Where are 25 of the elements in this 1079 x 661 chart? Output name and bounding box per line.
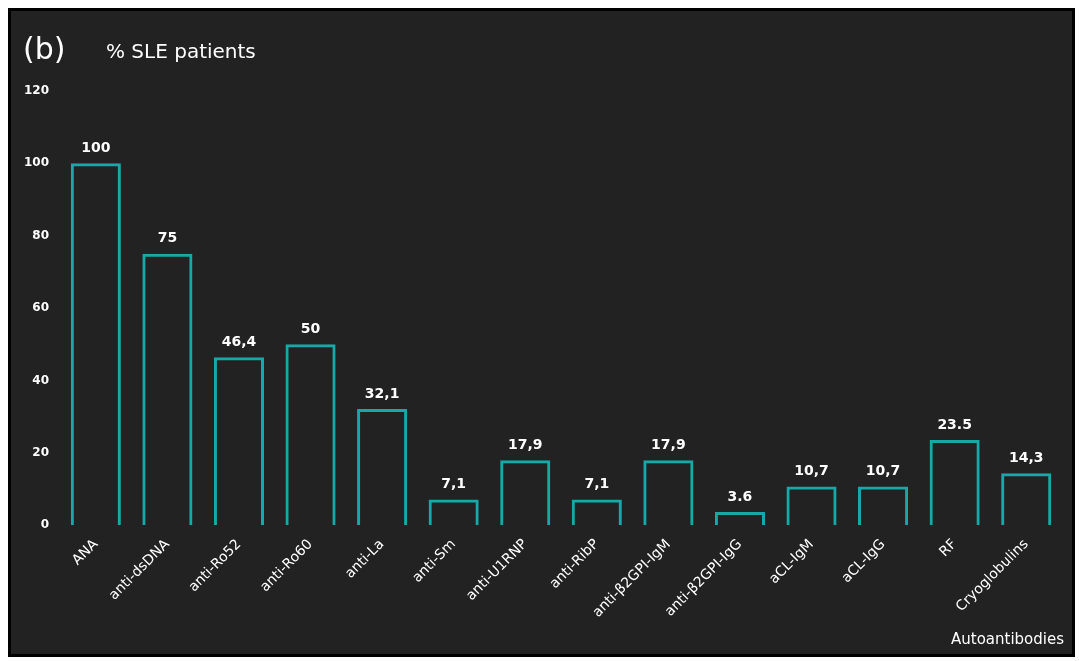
data-label: 7,1 — [584, 475, 610, 492]
data-label: 17,9 — [651, 435, 686, 452]
x-axis-title: Autoantibodies — [950, 629, 1065, 648]
data-label: 17,9 — [507, 435, 543, 452]
y-axis-title: % SLE patients — [106, 39, 256, 64]
data-label: 100 — [81, 138, 111, 155]
data-label: 50 — [300, 319, 321, 336]
y-tick-label: 60 — [32, 300, 50, 315]
y-tick-label: 0 — [40, 517, 50, 532]
data-label: 23.5 — [937, 415, 972, 432]
y-tick-label: 120 — [23, 83, 50, 98]
data-label: 46,4 — [221, 332, 257, 349]
y-tick-label: 100 — [23, 155, 50, 170]
data-label: 75 — [157, 229, 178, 246]
y-tick-label: 20 — [32, 444, 50, 459]
y-tick-label: 40 — [32, 372, 50, 387]
data-label: 10,7 — [865, 462, 901, 479]
data-label: 14,3 — [1008, 449, 1044, 465]
chart-title: (b) — [23, 30, 66, 66]
data-label: 7,1 — [441, 475, 467, 492]
data-label: 32,1 — [364, 384, 400, 401]
data-label: 10,7 — [794, 462, 829, 479]
y-tick-label: 80 — [32, 227, 50, 242]
data-label: 3.6 — [727, 487, 753, 504]
x-tick-label: RF — [935, 535, 960, 560]
